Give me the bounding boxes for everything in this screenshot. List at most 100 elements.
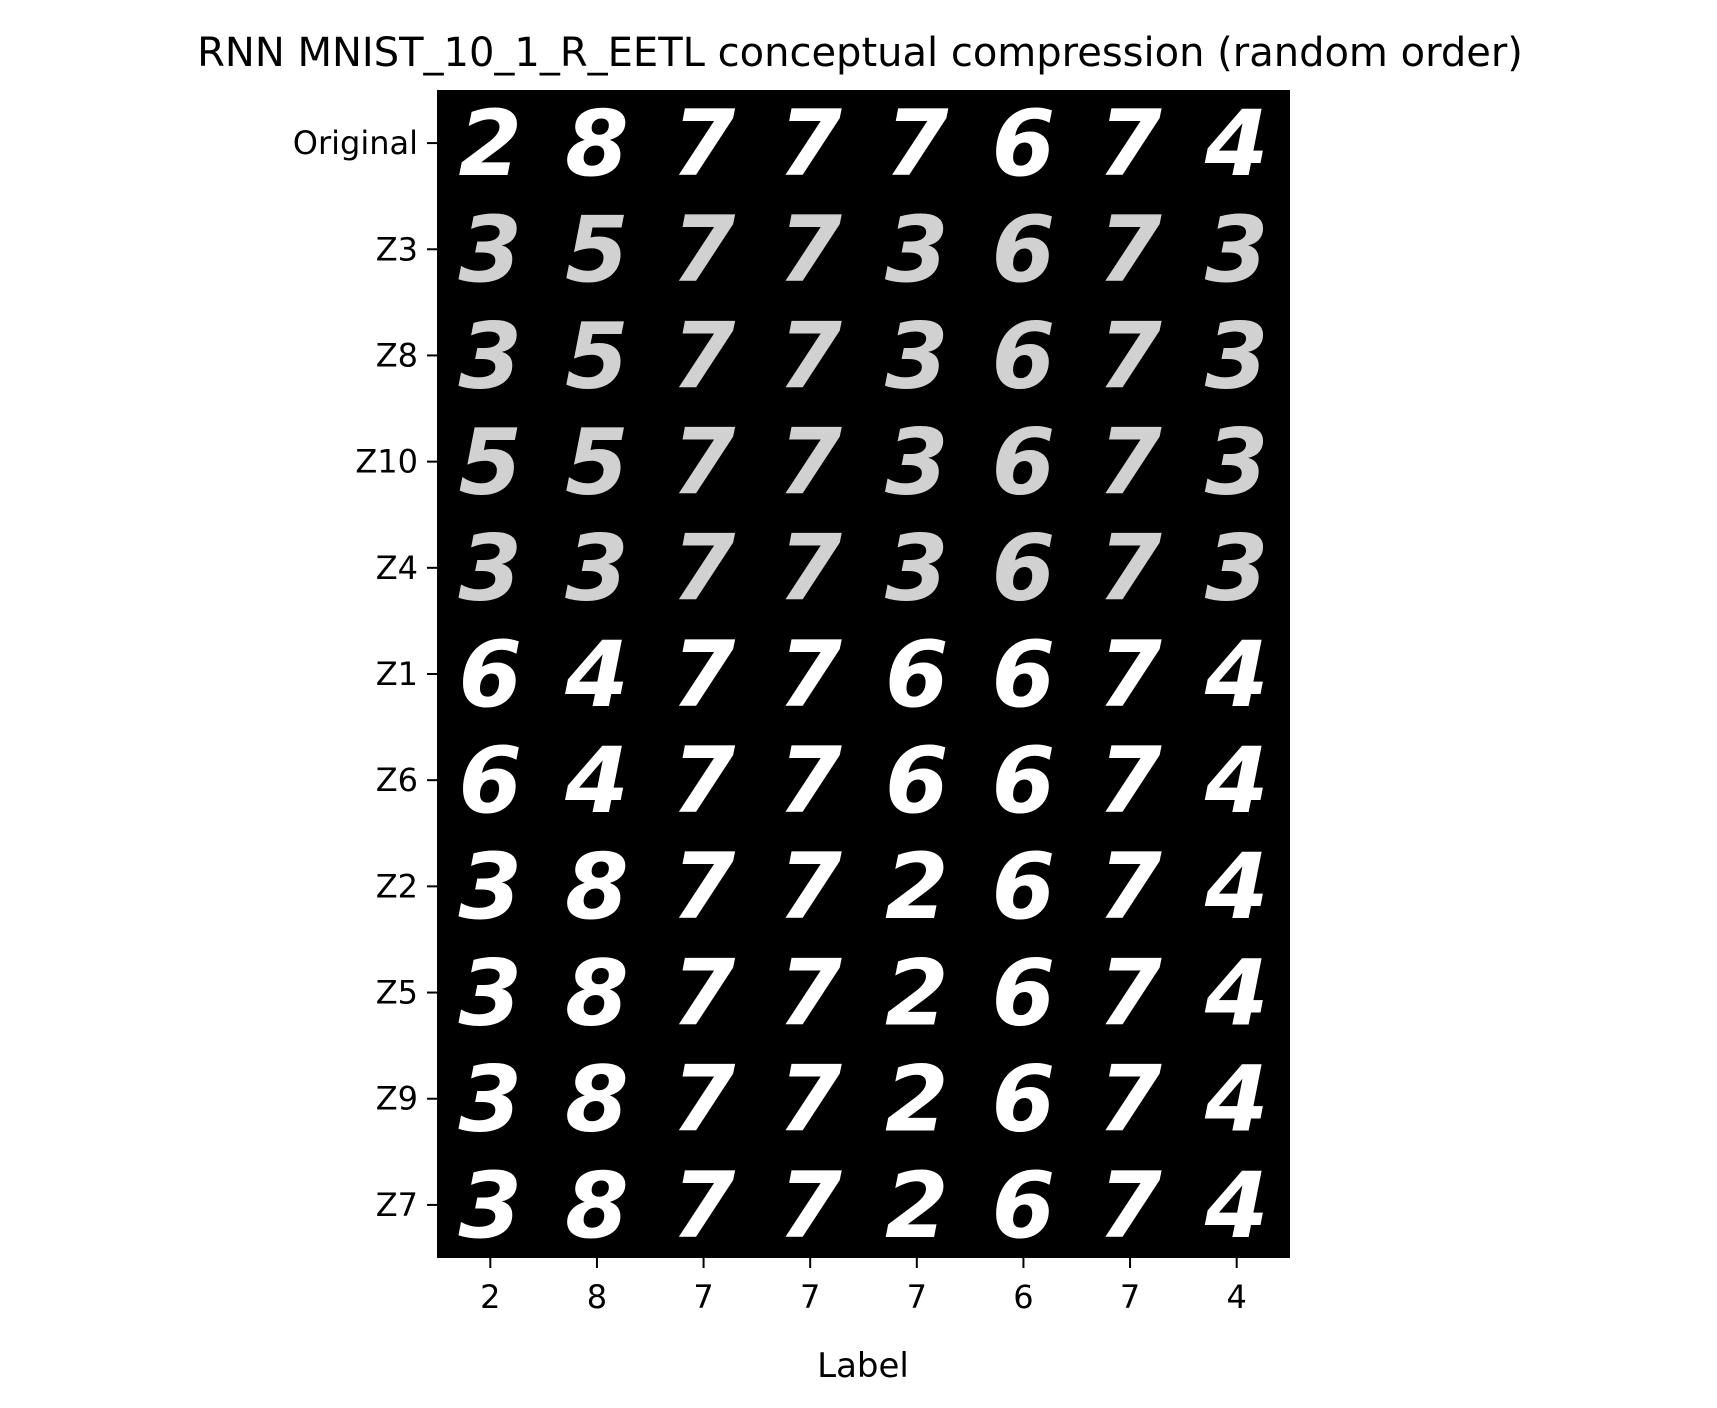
digit-cell: 3 [1205, 196, 1269, 303]
digit-cell: 6 [885, 621, 949, 728]
digit-cell: 3 [459, 196, 523, 303]
digit-cell: 3 [885, 302, 949, 409]
digit-cell: 4 [564, 621, 629, 728]
digit-cell: 2 [885, 939, 949, 1046]
x-tick-label: 7 [800, 1278, 820, 1316]
digit-cell: 3 [565, 515, 629, 622]
digit-cell: 4 [1204, 939, 1269, 1046]
digit-cell: 7 [1098, 1152, 1162, 1259]
digit-cell: 2 [885, 1152, 949, 1259]
x-tick-label: 2 [480, 1278, 500, 1316]
digit-cell: 3 [1205, 515, 1269, 622]
digit-cell: 7 [1098, 196, 1162, 303]
digit-cell: 6 [459, 621, 523, 728]
digit-cell: 7 [778, 939, 842, 1046]
digit-cell: 5 [565, 196, 629, 303]
digit-cell: 6 [992, 302, 1056, 409]
digit-cell: 7 [778, 90, 842, 197]
digit-cell: 4 [1204, 1046, 1269, 1153]
x-tick-label: 7 [1120, 1278, 1140, 1316]
y-tick-label: Z4 [376, 549, 418, 587]
y-tick-label: Z3 [376, 230, 418, 268]
digit-cell: 6 [992, 1152, 1056, 1259]
digit-cell: 7 [778, 515, 842, 622]
digit-cell: 4 [1204, 1152, 1269, 1259]
digit-cell: 2 [885, 1046, 949, 1153]
x-tick-label: 8 [587, 1278, 607, 1316]
digit-cell: 7 [672, 90, 736, 197]
digit-cell: 3 [459, 939, 523, 1046]
digit-cell: 5 [565, 408, 629, 515]
digit-cell: 3 [459, 1152, 523, 1259]
y-tick-label: Z9 [376, 1080, 418, 1118]
digit-cell: 3 [459, 302, 523, 409]
digit-cell: 7 [672, 515, 736, 622]
digit-cell: 7 [1098, 727, 1162, 834]
digit-cell: 8 [565, 833, 629, 940]
y-axis-ticks: Original Z3 Z8 Z10 Z4 Z1 Z6 Z2 Z5 Z9 Z7 [293, 124, 437, 1224]
digit-cell: 7 [672, 833, 736, 940]
digit-cell: 7 [1098, 1046, 1162, 1153]
digit-cell: 7 [672, 196, 736, 303]
digit-cell: 7 [672, 621, 736, 728]
y-tick-label: Z10 [355, 443, 418, 481]
digit-cell: 3 [885, 408, 949, 515]
digit-cell: 7 [1098, 621, 1162, 728]
digit-cell: 7 [672, 727, 736, 834]
digit-cell: 4 [1204, 90, 1269, 197]
digit-cell: 7 [672, 302, 736, 409]
digit-cell: 2 [459, 90, 523, 197]
digit-cell: 3 [459, 833, 523, 940]
y-tick-label: Z2 [376, 867, 418, 905]
digit-cell: 6 [992, 90, 1056, 197]
y-tick-label: Z5 [376, 974, 418, 1012]
digit-cell: 7 [778, 1046, 842, 1153]
x-tick-label: 6 [1013, 1278, 1033, 1316]
digit-cell: 7 [1098, 408, 1162, 515]
digit-cell: 3 [1205, 302, 1269, 409]
digit-cell: 5 [565, 302, 629, 409]
digit-cell: 7 [885, 90, 949, 197]
digit-cell: 3 [1205, 408, 1269, 515]
digit-cell: 6 [885, 727, 949, 834]
digit-cell: 7 [672, 1046, 736, 1153]
digit-cell: 8 [565, 1152, 629, 1259]
digit-cell: 7 [778, 196, 842, 303]
image-cells: 2 8 7 7 7 6 7 43 5 7 7 3 6 7 33 5 7 7 3 6 7 35 5 7 7 3 6 7 33 3 7 7 3 6 7 3… [459, 90, 1269, 1259]
digit-cell: 4 [564, 727, 629, 834]
digit-cell: 5 [459, 408, 523, 515]
digit-cell: 7 [778, 408, 842, 515]
digit-cell: 3 [459, 1046, 523, 1153]
digit-cell: 7 [778, 1152, 842, 1259]
digit-cell: 7 [1098, 302, 1162, 409]
x-axis-label: Label [817, 1346, 909, 1386]
digit-cell: 3 [885, 515, 949, 622]
digit-cell: 6 [992, 1046, 1056, 1153]
digit-cell: 6 [992, 621, 1056, 728]
digit-cell: 7 [1098, 939, 1162, 1046]
x-axis-ticks: 2 8 7 7 7 6 7 4 [480, 1258, 1247, 1316]
digit-cell: 7 [1098, 833, 1162, 940]
digit-cell: 8 [565, 939, 629, 1046]
digit-cell: 7 [1098, 90, 1162, 197]
digit-cell: 7 [778, 302, 842, 409]
y-tick-label: Z6 [376, 761, 418, 799]
digit-cell: 3 [459, 515, 523, 622]
digit-cell: 8 [565, 90, 629, 197]
digit-cell: 6 [992, 727, 1056, 834]
digit-cell: 2 [885, 833, 949, 940]
y-tick-label: Z8 [376, 336, 418, 374]
y-tick-label: Z1 [376, 655, 418, 693]
x-tick-label: 4 [1227, 1278, 1247, 1316]
digit-cell: 6 [992, 515, 1056, 622]
digit-cell: 7 [778, 621, 842, 728]
digit-cell: 6 [992, 939, 1056, 1046]
y-tick-label: Original [293, 124, 418, 162]
digit-cell: 4 [1204, 833, 1269, 940]
digit-cell: 7 [778, 727, 842, 834]
digit-cell: 7 [672, 408, 736, 515]
image-grid-area [437, 90, 1290, 1258]
x-tick-label: 7 [693, 1278, 713, 1316]
chart-title: RNN MNIST_10_1_R_EETL conceptual compres… [197, 30, 1523, 76]
